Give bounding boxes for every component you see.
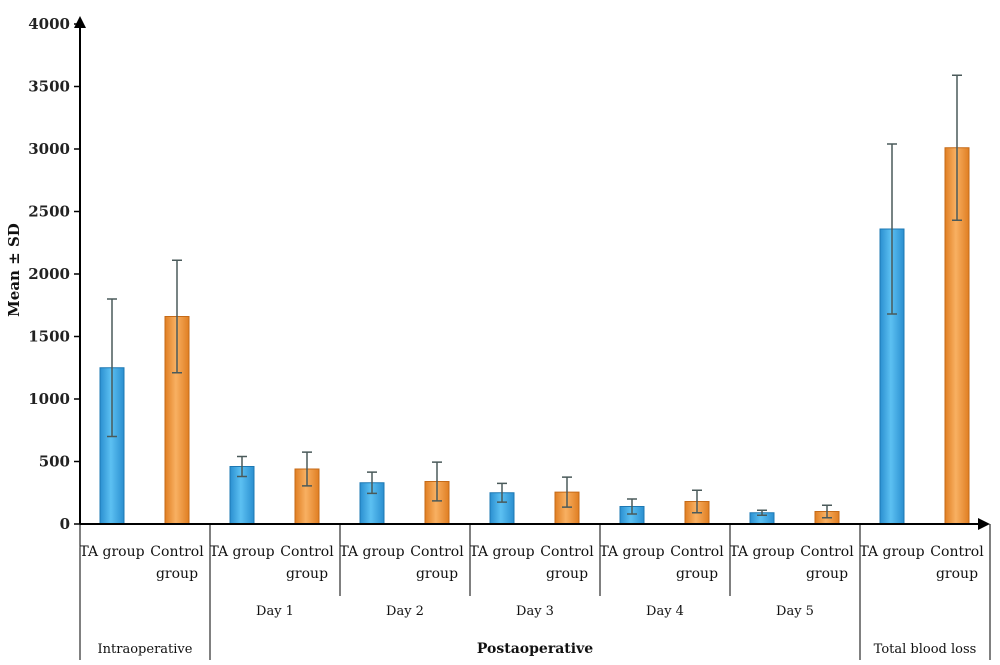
x-day-label: Day 1 [256,604,294,619]
bar-ta [879,228,905,525]
y-tick-label: 1500 [28,328,70,346]
y-tick-label: 2000 [28,265,70,283]
x-category-label: group [676,566,718,582]
x-axis: TA group Control group TA group Control group… [79,518,991,660]
x-category-label: TA group [209,544,274,560]
bars [99,74,970,525]
x-category-label: TA group [859,544,924,560]
x-category-label: Control [410,544,464,560]
x-category-label: Control [150,544,204,560]
x-category-label: group [416,566,458,582]
y-tick-label: 0 [60,515,70,533]
y-tick-label: 3000 [28,140,70,158]
y-axis-label: Mean ± SD [5,223,23,317]
x-category-label: TA group [339,544,404,560]
y-tick-label: 500 [39,453,70,471]
x-category-label: group [546,566,588,582]
x-day-label: Day 5 [776,604,814,619]
x-phase-label: Postaoperative [477,641,593,657]
x-category-label: Control [800,544,854,560]
x-category-label: Control [280,544,334,560]
x-category-label: TA group [599,544,664,560]
y-axis-arrow [74,16,86,28]
x-category-label: group [806,566,848,582]
x-phase-label: Total blood loss [874,642,977,657]
x-category-label: Control [930,544,984,560]
x-category-label: TA group [729,544,794,560]
x-category-label: TA group [79,544,144,560]
x-category-label: group [156,566,198,582]
x-day-label: Day 4 [646,604,684,619]
x-category-label: Control [670,544,724,560]
y-axis: 0 500 1000 1500 2000 2500 3000 3500 4000 [28,15,86,533]
x-day-label: Day 3 [516,604,554,619]
y-tick-label: 1000 [28,390,70,408]
y-tick-label: 3500 [28,78,70,96]
y-tick-label: 4000 [28,15,70,33]
x-category-label: Control [540,544,594,560]
x-axis-arrow [978,518,990,530]
x-category-label: TA group [469,544,534,560]
x-category-label: group [936,566,978,582]
x-category-label: group [286,566,328,582]
x-day-label: Day 2 [386,604,424,619]
y-tick-label: 2500 [28,203,70,221]
x-phase-label: Intraoperative [98,642,193,657]
